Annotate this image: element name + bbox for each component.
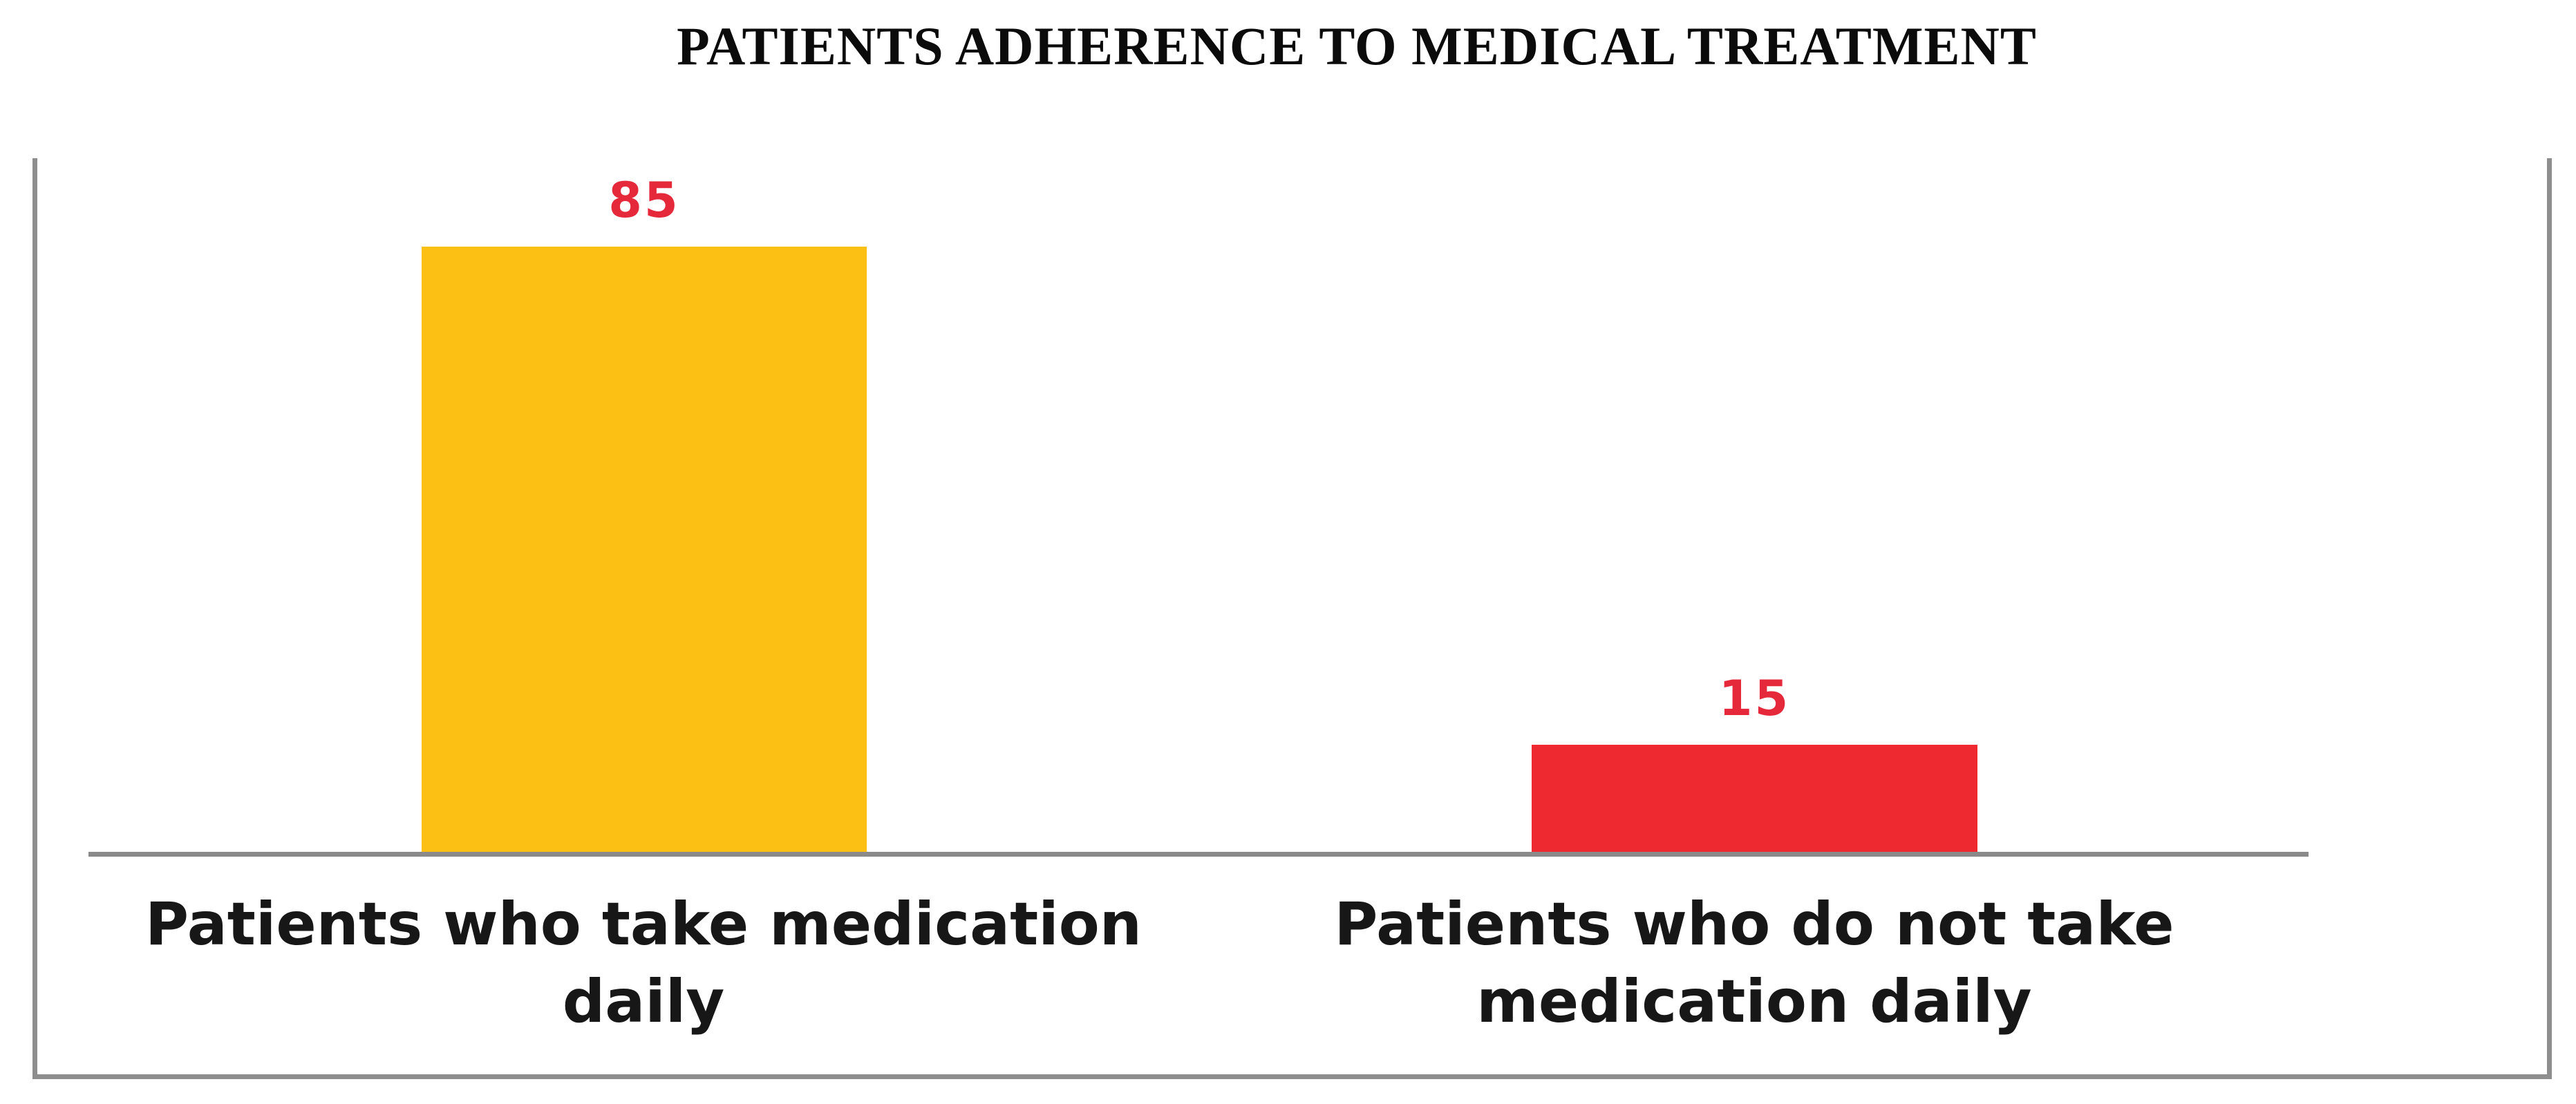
plot-area-frame [32, 158, 2552, 1079]
bar-patients-take-medication: 85 [422, 176, 867, 852]
category-label-no-medication: Patients who do not take medication dail… [1334, 890, 2174, 1036]
bar-value-label: 85 [608, 172, 680, 229]
bar-value-label: 15 [1718, 670, 1791, 727]
category-label-take-medication: Patients who take medication daily [144, 890, 1142, 1036]
x-axis-line [88, 852, 2309, 857]
chart-title: PATIENTS ADHERENCE TO MEDICAL TREATMENT [677, 16, 2037, 76]
bar-patients-no-medication: 15 [1532, 674, 1977, 852]
